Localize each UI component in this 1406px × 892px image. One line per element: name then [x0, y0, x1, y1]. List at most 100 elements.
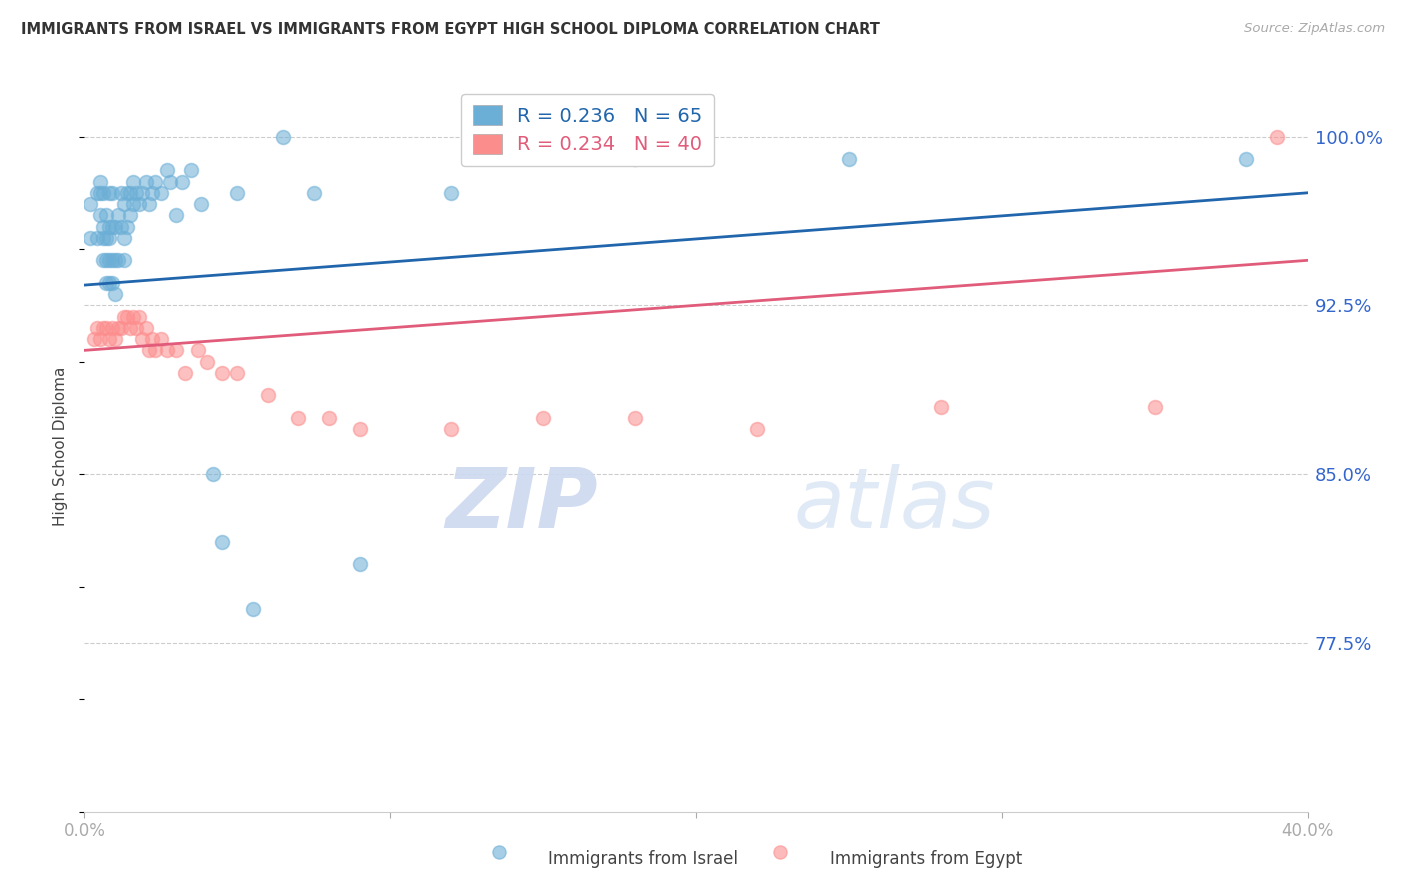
Point: [747, 422, 769, 436]
Point: [79, 197, 101, 211]
Point: [110, 219, 132, 234]
Point: [104, 287, 127, 301]
Point: [302, 186, 325, 200]
Point: [1236, 152, 1258, 166]
Point: [156, 163, 179, 178]
Text: Immigrants from Israel: Immigrants from Israel: [548, 850, 738, 868]
Point: [101, 253, 124, 268]
Point: [149, 186, 172, 200]
Point: [94, 231, 117, 245]
Point: [94, 321, 117, 335]
Point: [271, 129, 294, 144]
Point: [159, 175, 181, 189]
Text: atlas: atlas: [794, 464, 995, 545]
Point: [156, 343, 179, 358]
Point: [211, 366, 233, 380]
Point: [138, 343, 160, 358]
Text: Source: ZipAtlas.com: Source: ZipAtlas.com: [1244, 22, 1385, 36]
Point: [91, 231, 114, 245]
Point: [287, 410, 309, 425]
Point: [115, 310, 138, 324]
Point: [128, 197, 150, 211]
Point: [128, 310, 150, 324]
Point: [83, 332, 105, 346]
Point: [107, 208, 129, 222]
Point: [349, 422, 371, 436]
Point: [201, 467, 224, 482]
Text: IMMIGRANTS FROM ISRAEL VS IMMIGRANTS FROM EGYPT HIGH SCHOOL DIPLOMA CORRELATION : IMMIGRANTS FROM ISRAEL VS IMMIGRANTS FRO…: [21, 22, 880, 37]
Point: [120, 321, 142, 335]
Point: [769, 846, 792, 860]
Point: [86, 321, 108, 335]
Point: [165, 343, 187, 358]
Point: [1265, 129, 1288, 144]
Point: [115, 186, 138, 200]
Point: [104, 332, 127, 346]
Text: ZIP: ZIP: [446, 464, 598, 545]
Point: [97, 231, 120, 245]
Point: [226, 186, 249, 200]
Legend: R = 0.236   N = 65, R = 0.234   N = 40: R = 0.236 N = 65, R = 0.234 N = 40: [461, 94, 714, 166]
Point: [120, 186, 142, 200]
Point: [440, 422, 463, 436]
Y-axis label: High School Diploma: High School Diploma: [53, 367, 69, 525]
Point: [531, 410, 554, 425]
Point: [172, 175, 194, 189]
Point: [112, 231, 135, 245]
Point: [131, 332, 153, 346]
Point: [149, 332, 172, 346]
Point: [107, 321, 129, 335]
Point: [97, 332, 120, 346]
Point: [838, 152, 860, 166]
Point: [94, 253, 117, 268]
Point: [89, 332, 111, 346]
Point: [135, 175, 157, 189]
Point: [186, 343, 208, 358]
Point: [174, 366, 197, 380]
Point: [97, 186, 120, 200]
Point: [125, 321, 148, 335]
Point: [141, 332, 163, 346]
Point: [86, 231, 108, 245]
Point: [104, 219, 127, 234]
Point: [107, 253, 129, 268]
Point: [101, 321, 124, 335]
Point: [112, 197, 135, 211]
Point: [257, 388, 280, 402]
Point: [143, 343, 166, 358]
Point: [91, 321, 114, 335]
Point: [180, 163, 202, 178]
Point: [122, 310, 145, 324]
Point: [97, 219, 120, 234]
Point: [131, 186, 153, 200]
Point: [97, 276, 120, 290]
Text: Immigrants from Egypt: Immigrants from Egypt: [830, 850, 1022, 868]
Point: [488, 846, 510, 860]
Point: [110, 321, 132, 335]
Point: [94, 208, 117, 222]
Point: [242, 602, 264, 616]
Point: [122, 197, 145, 211]
Point: [91, 253, 114, 268]
Point: [104, 253, 127, 268]
Point: [138, 197, 160, 211]
Point: [440, 186, 463, 200]
Point: [86, 186, 108, 200]
Point: [79, 231, 101, 245]
Point: [89, 186, 111, 200]
Point: [94, 276, 117, 290]
Point: [929, 400, 952, 414]
Point: [624, 410, 647, 425]
Point: [120, 208, 142, 222]
Point: [165, 208, 187, 222]
Point: [125, 186, 148, 200]
Point: [135, 321, 157, 335]
Point: [89, 208, 111, 222]
Point: [101, 276, 124, 290]
Point: [110, 186, 132, 200]
Point: [91, 186, 114, 200]
Point: [195, 354, 218, 368]
Point: [211, 534, 233, 549]
Point: [101, 219, 124, 234]
Point: [122, 175, 145, 189]
